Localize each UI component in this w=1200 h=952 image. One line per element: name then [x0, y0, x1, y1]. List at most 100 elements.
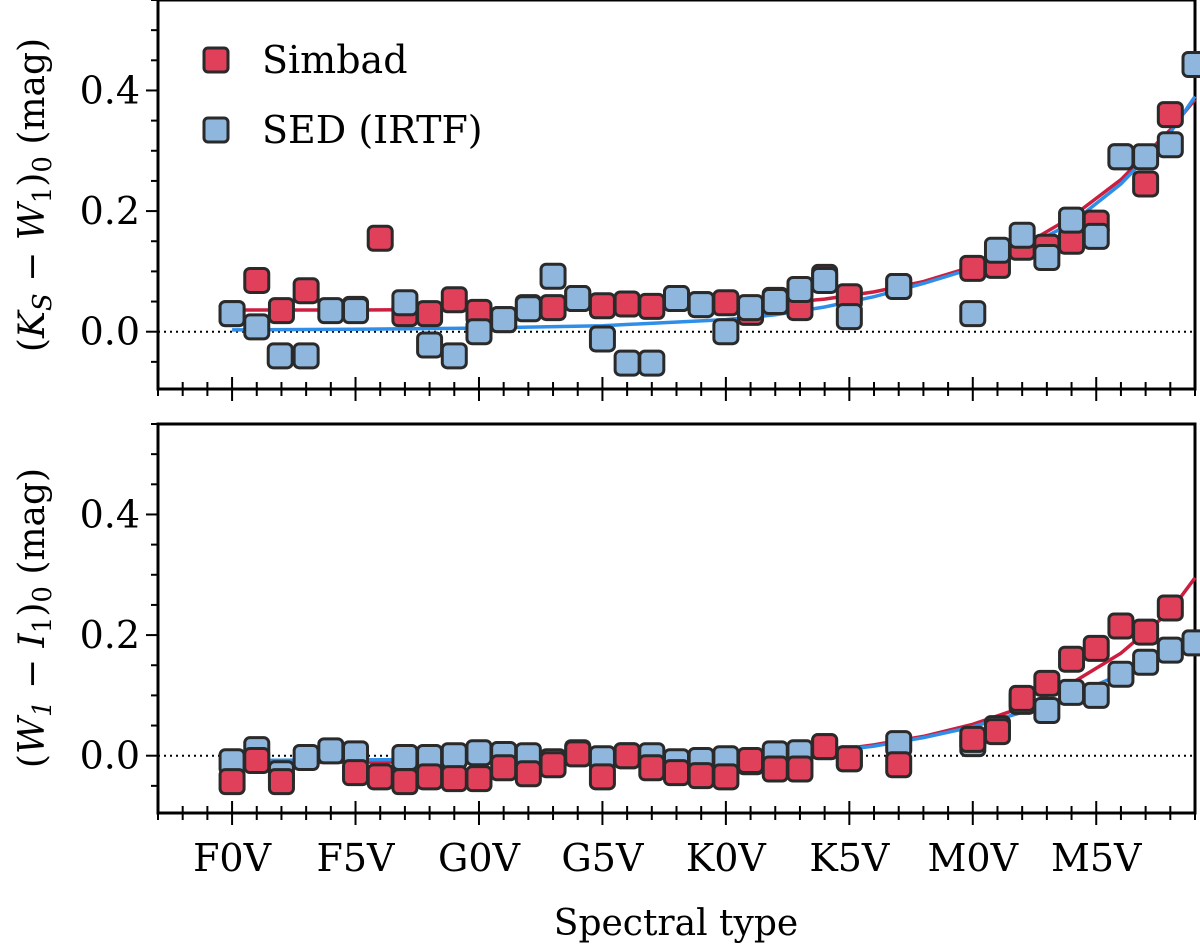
bottom-simbad-point [1033, 669, 1061, 697]
bottom-simbad-point [786, 755, 814, 783]
bottom-simbad-point [514, 760, 542, 788]
bottom-sed-point [1058, 678, 1086, 706]
bottom-sed-point [1082, 681, 1110, 709]
top-sed-point [663, 285, 690, 313]
bottom-y-tick-label: 0.4 [80, 492, 140, 536]
top-simbad-point [638, 292, 666, 320]
top-simbad-point [712, 289, 740, 317]
top-sed-point [983, 236, 1011, 264]
bottom-simbad-point [366, 763, 394, 791]
bottom-simbad-point [1156, 594, 1184, 622]
top-simbad-point [1156, 101, 1184, 129]
top-sed-point [490, 306, 518, 334]
x-tick-label: M5V [1051, 836, 1142, 880]
top-sed-point [613, 349, 641, 377]
bottom-y-tick-label: 0.0 [80, 734, 140, 778]
top-simbad-point [416, 300, 444, 328]
top-sed-point [218, 300, 246, 328]
top-sed-point [292, 342, 320, 370]
bottom-simbad-point [391, 768, 419, 796]
bottom-y-axis-label: (W1 − I1)0 (mag) [12, 468, 58, 768]
top-sed-point [391, 289, 419, 317]
bottom-data-points [218, 594, 1200, 796]
x-tick-label: F5V [317, 836, 396, 880]
top-sed-point [416, 331, 444, 359]
bottom-simbad-point [342, 759, 370, 787]
bottom-sed-point [391, 744, 419, 772]
x-tick-label: F0V [193, 836, 272, 880]
bottom-sed-point [292, 744, 320, 772]
top-simbad-point [366, 224, 394, 252]
bottom-simbad-point [835, 745, 863, 773]
top-sed-point [1058, 206, 1086, 234]
bottom-sed-point [1033, 696, 1061, 724]
bottom-simbad-point [1082, 634, 1110, 662]
top-sed-point [761, 288, 789, 316]
bottom-simbad-point [811, 733, 839, 761]
bottom-simbad-point [243, 747, 271, 775]
bottom-simbad-point [959, 725, 987, 753]
x-tick-label: M0V [928, 836, 1019, 880]
x-tick-label: G5V [561, 836, 644, 880]
bottom-sed-point [465, 739, 493, 767]
top-simbad-point [959, 254, 987, 282]
top-simbad-point [613, 290, 641, 318]
top-sed-point [564, 285, 592, 313]
bottom-simbad-point [663, 759, 690, 787]
top-sed-point [1181, 51, 1200, 79]
bottom-simbad-point [1132, 618, 1160, 646]
bottom-y-tick-label: 0.2 [80, 613, 140, 657]
bottom-simbad-point [687, 762, 715, 790]
top-sed-point [737, 294, 765, 322]
top-simbad-point [292, 277, 320, 305]
top-sed-point [786, 275, 814, 303]
legend: Simbad SED (IRTF) [202, 38, 483, 152]
bottom-simbad-point [267, 768, 295, 796]
top-sed-point [1033, 244, 1061, 272]
legend-label-sed: SED (IRTF) [262, 108, 483, 152]
bottom-simbad-point [1058, 645, 1086, 673]
bottom-sed-point [1107, 660, 1135, 688]
top-sed-point [638, 349, 666, 377]
bottom-sed-point [1132, 648, 1160, 676]
bottom-simbad-point [440, 765, 468, 793]
bottom-simbad-point [218, 768, 246, 796]
top-simbad-point [588, 292, 616, 320]
top-sed-point [317, 297, 345, 325]
top-fit-sed [232, 95, 1197, 332]
top-y-ticks: 0.0 0.2 0.4 [80, 0, 158, 363]
top-simbad-point [440, 286, 468, 314]
bottom-simbad-point [638, 754, 666, 782]
legend-label-simbad: Simbad [262, 38, 408, 82]
top-sed-point [835, 303, 863, 331]
bottom-simbad-point [761, 755, 789, 783]
top-sed-point [266, 342, 294, 370]
top-simbad-point [243, 266, 271, 294]
legend-marker-simbad [202, 46, 230, 74]
top-sed-point [1008, 221, 1036, 249]
bottom-simbad-point [737, 747, 765, 775]
x-tick-label: K5V [809, 836, 890, 880]
top-sed-point [440, 342, 468, 370]
bottom-simbad-point [465, 765, 493, 793]
top-simbad-point [539, 294, 567, 322]
panel-top: 0.0 0.2 0.4 Simbad SED (IRTF) (KS − W1)0 (… [12, 0, 1200, 401]
top-simbad-point [267, 297, 295, 325]
bottom-y-ticks: 0.0 0.2 0.4 [80, 423, 158, 787]
x-tick-label: G0V [438, 836, 521, 880]
top-sed-point [514, 295, 542, 323]
top-sed-point [885, 272, 913, 300]
top-sed-point [539, 262, 567, 290]
bottom-simbad-point [1107, 612, 1135, 640]
bottom-simbad-point [564, 740, 592, 768]
bottom-sed-point [1181, 629, 1200, 657]
top-simbad-point [1132, 170, 1160, 198]
bottom-simbad-point [539, 751, 567, 779]
bottom-simbad-point [613, 742, 641, 770]
top-sed-point [811, 266, 839, 294]
top-sed-point [1132, 143, 1160, 171]
top-data-points [218, 51, 1200, 377]
top-sed-point [1082, 222, 1110, 250]
top-y-axis-label: (KS − W1)0 (mag) [12, 38, 58, 352]
